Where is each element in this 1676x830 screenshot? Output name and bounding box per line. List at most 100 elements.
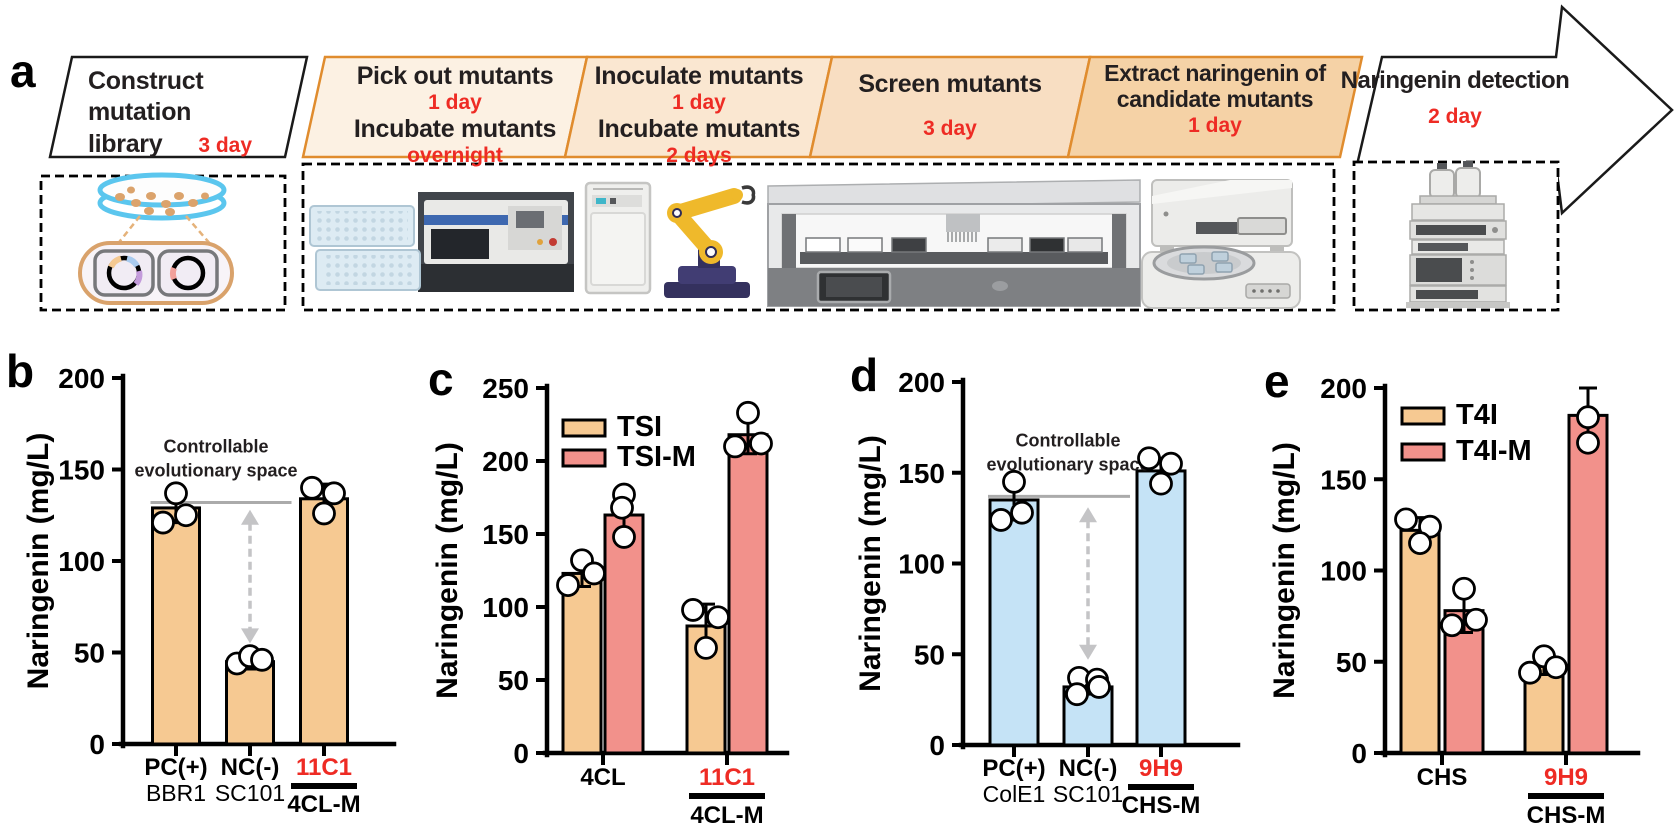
bar: [1567, 413, 1609, 755]
workflow-step-inoculate-incubate-label: Inoculate mutants 1 day Incubate mutants…: [574, 62, 824, 168]
y-tick-label: 50: [1336, 647, 1367, 678]
data-point: [151, 510, 175, 535]
annotation-line2: evolutionary space: [986, 454, 1149, 474]
data-point: [1576, 430, 1600, 455]
chart-panel-b: 0 50 100 150 200 Naringenin (mg/L) Controllabl…: [22, 363, 397, 818]
y-tick-label: 150: [1320, 464, 1367, 495]
legend-label: T4I: [1456, 399, 1498, 431]
bar: [151, 506, 201, 746]
incubator-icon: [584, 181, 652, 295]
y-tick-label: 100: [482, 592, 529, 623]
data-point: [1159, 451, 1183, 476]
annotation-line2: evolutionary space: [134, 460, 297, 480]
step-duration: 1 day: [1188, 113, 1242, 137]
x-category-label: 9H9: [1544, 764, 1588, 791]
legend-label: TSI: [617, 411, 662, 443]
y-tick-label: 0: [89, 729, 105, 760]
step-title: Naringenin detection: [1340, 67, 1570, 94]
workflow-step-screen-mutants-label: Screen mutants 3 day: [825, 70, 1075, 141]
y-tick-label: 50: [498, 665, 529, 696]
y-tick-label: 50: [74, 638, 105, 669]
mutant-group-label: CHS-M: [1122, 792, 1201, 819]
x-category-label: CHS: [1417, 764, 1468, 791]
bar: [225, 660, 275, 746]
x-category-sublabel: SC101: [1053, 781, 1123, 807]
y-tick-label: 100: [1320, 556, 1367, 587]
y-tick-label: 200: [58, 363, 105, 394]
legend-swatch: [561, 448, 607, 468]
workflow-step-pick-incubate-label: Pick out mutants 1 day Incubate mutants …: [330, 62, 580, 168]
arrow-head-down: [1079, 644, 1097, 660]
y-tick-label: 150: [898, 458, 945, 489]
data-point: [164, 481, 188, 506]
data-point: [612, 525, 636, 549]
panel-label-e: e: [1264, 355, 1290, 407]
data-point: [723, 434, 747, 459]
arrow-head-down: [241, 628, 259, 644]
step-title: Incubate mutants: [353, 115, 557, 144]
data-point: [1518, 660, 1542, 685]
centrifuge-icon: [1141, 245, 1301, 309]
panel-label-a: a: [10, 45, 36, 97]
annotation-line1: Controllable: [163, 436, 268, 456]
y-tick-label: 250: [482, 373, 529, 404]
hplc-icon: [1406, 161, 1510, 308]
step-box-construct-library: [48, 55, 309, 159]
annotation-line1: Controllable: [1015, 430, 1120, 450]
legend-swatch: [1400, 406, 1446, 426]
x-category-label: PC(+): [144, 754, 207, 781]
data-point: [706, 605, 730, 630]
data-point: [1137, 446, 1161, 471]
y-tick-label: 200: [482, 446, 529, 477]
panel-label-d: d: [850, 349, 879, 401]
data-point: [1464, 607, 1488, 632]
bar: [299, 497, 349, 746]
step-title: Extract naringenin of: [1104, 60, 1326, 86]
step-title: Inoculate mutants: [594, 62, 804, 90]
workflow-step-construct-library-label: Construct mutation library 3 day: [88, 66, 303, 160]
x-category-sublabel: ColE1: [983, 781, 1046, 807]
step-duration: 1 day: [428, 91, 482, 114]
step-title: candidate mutants: [1116, 85, 1314, 112]
step-title: Screen mutants: [858, 70, 1042, 98]
data-point: [556, 573, 580, 598]
bar: [988, 498, 1040, 747]
legend-swatch: [1400, 442, 1446, 462]
petri-dish-icon: [97, 172, 227, 247]
data-point: [1010, 500, 1034, 525]
data-point: [736, 400, 760, 425]
step-duration: 1 day: [672, 91, 726, 114]
bar: [727, 433, 769, 755]
bar: [603, 513, 645, 755]
y-tick-label: 0: [513, 738, 529, 769]
x-category-label: 11C1: [296, 754, 352, 781]
data-point: [312, 501, 336, 526]
step-title: Construct mutation: [88, 67, 204, 127]
mutant-group-label: CHS-M: [1527, 802, 1606, 829]
microplate-stack-icon: [309, 205, 421, 291]
data-point: [322, 481, 346, 506]
step-duration: 3 day: [923, 117, 977, 140]
step-title: Pick out mutants: [356, 62, 554, 90]
step-title: library: [88, 129, 163, 158]
data-point: [1002, 469, 1026, 494]
data-point: [1544, 655, 1568, 680]
mutant-underline: [291, 783, 357, 789]
mutant-underline: [689, 793, 765, 799]
data-point: [1576, 405, 1600, 430]
x-category-label: 4CL: [580, 764, 625, 791]
chart-panel-d: 0 50 100 150 200 Naringenin (mg/L) Controllabl…: [854, 367, 1241, 819]
data-point: [1394, 507, 1418, 532]
data-point: [694, 635, 718, 660]
data-point: [1452, 576, 1476, 601]
colony-picker-photo: [418, 192, 574, 292]
y-tick-label: 100: [898, 549, 945, 580]
data-point: [174, 503, 198, 528]
data-point: [1408, 531, 1432, 556]
data-point: [300, 475, 324, 500]
bar: [1399, 528, 1441, 755]
data-point: [749, 431, 773, 456]
liquid-handler-icon: [767, 179, 1141, 307]
plate-reader-icon: [1151, 179, 1293, 252]
x-category-label: PC(+): [982, 755, 1045, 782]
